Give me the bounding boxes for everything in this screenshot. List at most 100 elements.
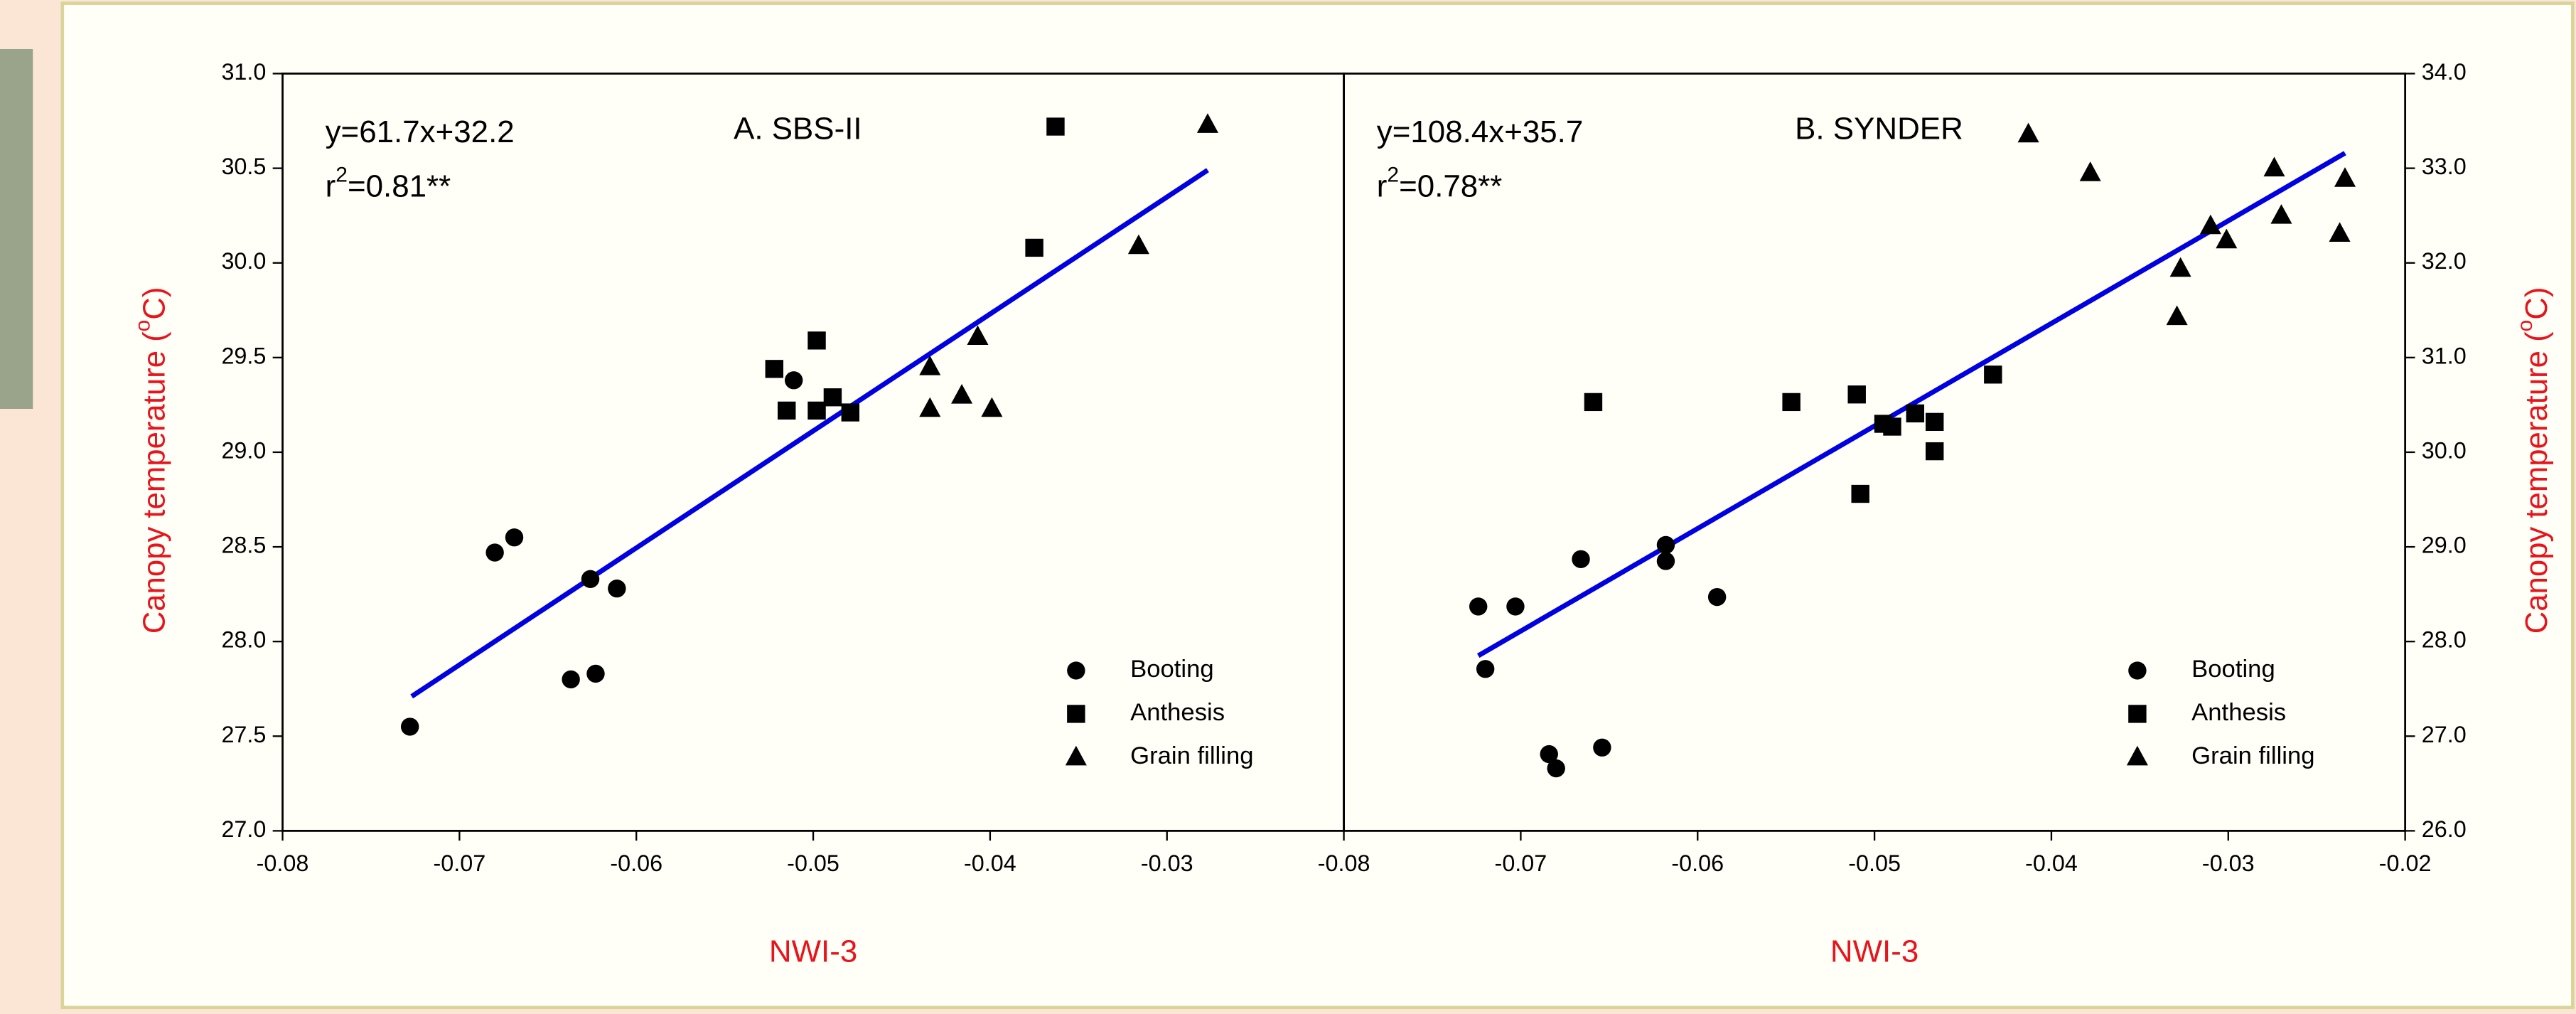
point (823, 388, 842, 407)
legend-marker (2128, 705, 2147, 723)
legend-label: Grain filling (2191, 742, 2314, 769)
y-tick-label: 28.5 (221, 533, 266, 558)
r-squared-part: r (1377, 169, 1388, 203)
x-tick-label: -0.07 (434, 850, 486, 876)
x-tick-label: -0.03 (1141, 850, 1193, 876)
y-tick-label: 30.5 (221, 154, 266, 179)
point (608, 579, 626, 598)
point (1127, 234, 1149, 255)
y-tick-label: 33.0 (2422, 154, 2467, 179)
point (505, 528, 524, 547)
y-tick-label: 27.0 (221, 816, 266, 842)
point (586, 664, 605, 683)
y-tick-label: 27.0 (2422, 722, 2467, 747)
legend-label: Anthesis (1130, 699, 1225, 726)
y-tick-label: 30.0 (2422, 438, 2467, 464)
r-squared-part: 2 (336, 164, 348, 187)
fit-line (410, 168, 1209, 699)
y-tick-label: 29.0 (221, 438, 266, 464)
point (1584, 393, 1603, 412)
y-axis-label-part: Canopy temperature ( (2518, 331, 2553, 634)
legend-label: Anthesis (2191, 699, 2286, 726)
equation: y=108.4x+35.7 (1377, 114, 1584, 149)
point (1984, 365, 2002, 384)
r-squared-part: r (326, 169, 336, 203)
y-tick-label: 31.0 (2422, 343, 2467, 368)
point (1883, 417, 1901, 436)
point (1851, 484, 1869, 503)
y-tick-label: 32.0 (2422, 248, 2467, 274)
y-tick-label: 26.0 (2422, 816, 2467, 842)
x-tick-label: -0.07 (1495, 850, 1547, 876)
y-tick-label: 28.0 (221, 627, 266, 653)
r-squared-part: =0.81** (348, 169, 451, 203)
point (1540, 745, 1558, 764)
point (967, 325, 989, 346)
point (1506, 597, 1525, 616)
point (485, 543, 504, 562)
point (1025, 238, 1043, 257)
x-tick-label: -0.06 (610, 850, 662, 876)
point (1547, 759, 1565, 778)
y-axis-label-part: o (2513, 320, 2537, 332)
point (2017, 122, 2039, 143)
x-tick-label: -0.06 (1671, 850, 1724, 876)
point (1476, 660, 1495, 678)
point (2079, 161, 2101, 181)
r-squared: r2=0.78** (1377, 164, 1503, 203)
point (1782, 393, 1800, 412)
point (400, 717, 419, 736)
point (2216, 228, 2238, 249)
point (1196, 113, 1218, 133)
legend-marker (1065, 745, 1087, 766)
point (919, 397, 941, 417)
point (2166, 305, 2188, 326)
x-tick-label: -0.05 (787, 850, 839, 876)
point (2329, 222, 2351, 242)
point (1046, 117, 1065, 136)
legend-label: Booting (2191, 656, 2275, 683)
x-tick-label: -0.02 (2379, 850, 2432, 876)
point (1469, 597, 1488, 616)
point (841, 403, 860, 422)
point (1906, 404, 1925, 423)
x-tick-label: -0.04 (2025, 850, 2078, 876)
y-axis-label-part: C) (2518, 287, 2553, 320)
y-tick-label: 34.0 (2422, 59, 2467, 85)
point (951, 383, 973, 404)
y-axis-label: Canopy temperature (oC) (2513, 287, 2553, 634)
point (562, 670, 580, 689)
point (1707, 587, 1727, 607)
x-tick-label: -0.05 (1848, 850, 1901, 876)
r-squared-part: 2 (1387, 164, 1399, 187)
y-tick-label: 29.5 (221, 343, 266, 368)
point (2169, 257, 2191, 277)
equation: y=61.7x+32.2 (326, 114, 515, 149)
x-axis-label: NWI-3 (769, 934, 857, 969)
point (581, 570, 600, 588)
x-tick-label: -0.08 (1318, 850, 1370, 876)
point (1926, 412, 1944, 432)
legend-label: Booting (1130, 656, 1214, 683)
r-squared-part: =0.78** (1399, 169, 1502, 203)
point (784, 371, 803, 390)
point (1593, 738, 1611, 757)
legend-label: Grain filling (1130, 742, 1253, 769)
x-axis-label: NWI-3 (1830, 934, 1918, 969)
point (981, 397, 1003, 417)
legend-marker (2128, 661, 2147, 680)
r-squared: r2=0.81** (326, 164, 451, 203)
point (1656, 535, 1675, 555)
x-tick-label: -0.04 (964, 850, 1016, 876)
point (807, 331, 826, 350)
y-tick-label: 27.5 (221, 722, 266, 747)
point (2334, 167, 2356, 187)
point (2199, 214, 2221, 235)
point (919, 356, 941, 375)
y-axis-label-part: C) (136, 287, 171, 320)
y-tick-label: 31.0 (221, 59, 266, 85)
y-axis-label-part: Canopy temperature ( (136, 331, 171, 634)
y-axis-label-part: o (132, 320, 155, 332)
point (778, 401, 796, 420)
legend-marker (1067, 661, 1085, 680)
